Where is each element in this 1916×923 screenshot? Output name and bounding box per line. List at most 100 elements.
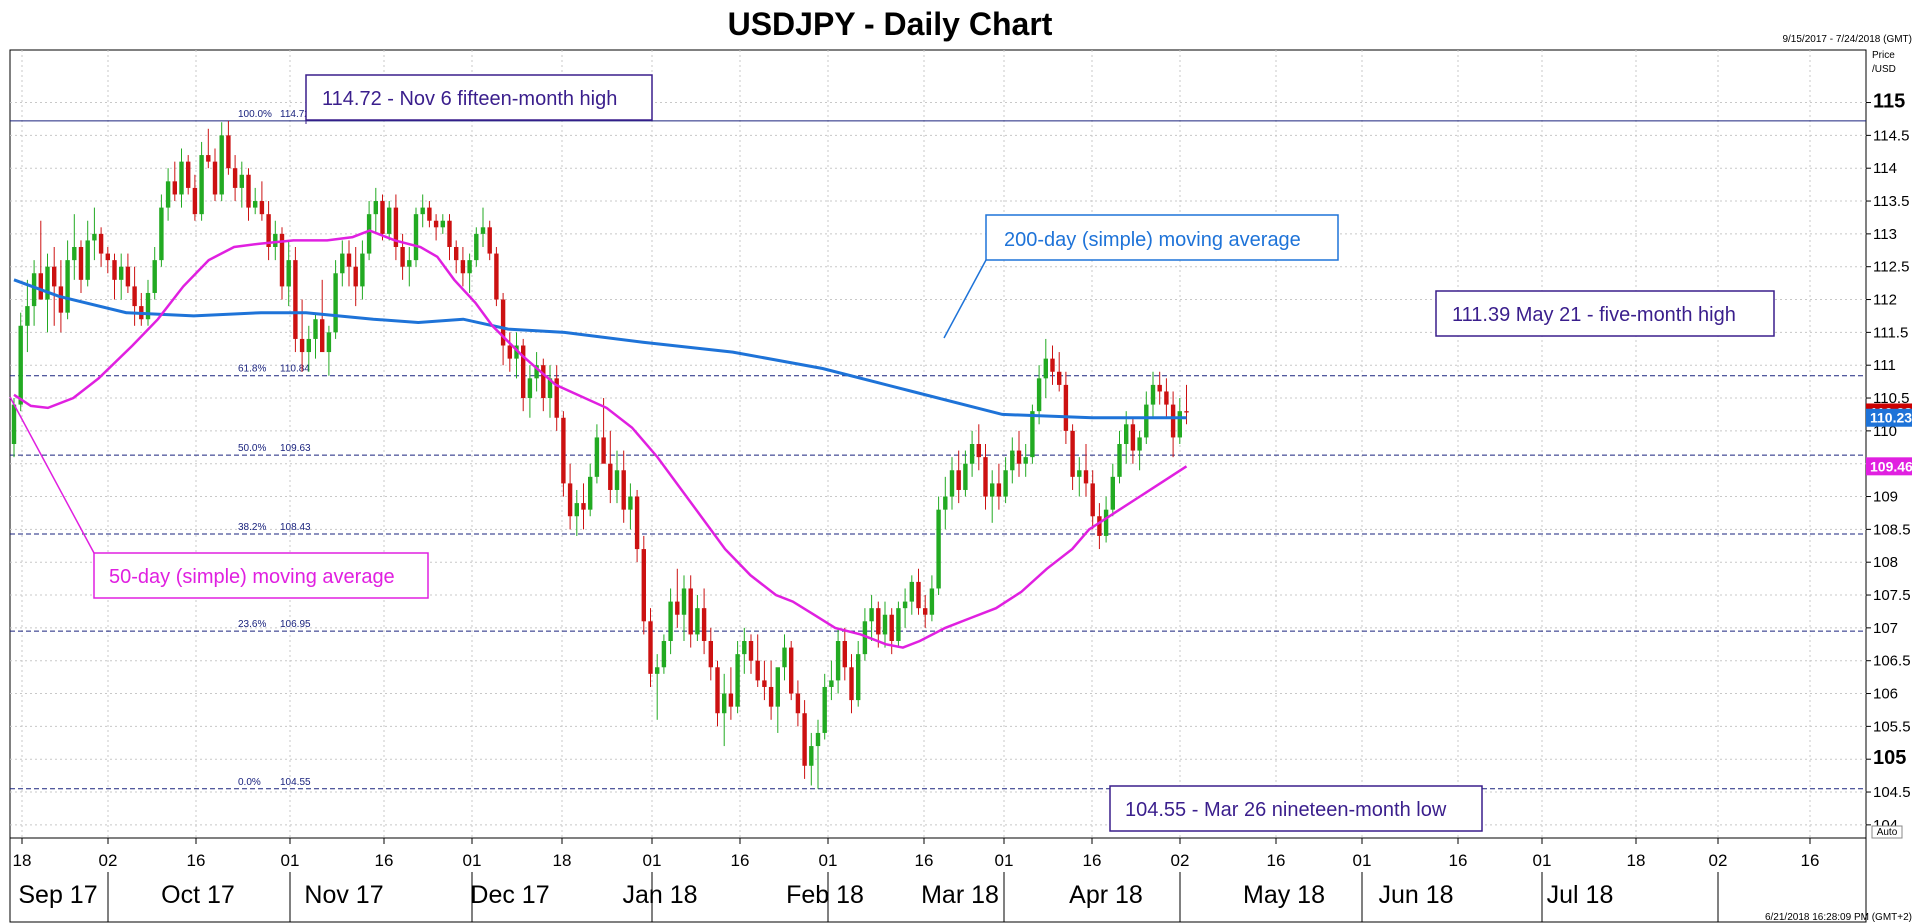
x-day-label: 16 — [1801, 851, 1820, 870]
candle — [722, 673, 727, 747]
candle — [125, 253, 131, 293]
candle-body — [849, 667, 854, 701]
candle — [1030, 404, 1035, 464]
candle-body — [795, 693, 801, 714]
candle — [1050, 345, 1055, 385]
candle — [802, 700, 807, 779]
candle — [902, 588, 908, 628]
candle — [159, 194, 164, 267]
candle — [346, 240, 352, 287]
candle-body — [212, 161, 218, 195]
candle-body — [1137, 437, 1142, 451]
candle-body — [172, 181, 177, 195]
candle — [212, 148, 218, 202]
chart-title: USDJPY - Daily Chart — [728, 6, 1053, 42]
candle-body — [876, 608, 881, 635]
candle-body — [45, 266, 50, 300]
candle — [742, 627, 747, 674]
footer-timestamp: 6/21/2018 16:28:09 PM (GMT+2) — [1765, 912, 1912, 923]
candle-body — [648, 621, 653, 674]
annotation-ma200-text: 200-day (simple) moving average — [1004, 229, 1301, 251]
candle-body — [226, 135, 231, 169]
y-tick-label: 114.5 — [1873, 127, 1909, 144]
candle — [340, 240, 345, 287]
x-day-label: 16 — [1267, 851, 1286, 870]
fib-value-label: 106.95 — [280, 619, 311, 630]
candlestick-series — [11, 120, 1189, 789]
candle-body — [1043, 358, 1048, 379]
auto-scale-button[interactable] — [1871, 825, 1903, 839]
auto-scale-label: Auto — [1877, 827, 1898, 838]
candle — [433, 214, 439, 241]
candle-body — [655, 667, 660, 674]
candle-body — [427, 207, 432, 221]
candle — [373, 187, 378, 234]
candle-body — [320, 319, 325, 353]
candle-body — [923, 608, 928, 615]
candle — [983, 444, 988, 510]
annotation-ma50-text: 50-day (simple) moving average — [109, 566, 395, 588]
candle-body — [534, 365, 539, 379]
candle — [561, 411, 566, 497]
candle-body — [789, 647, 794, 694]
price-tag: 109.46 — [1866, 457, 1913, 476]
candle-body — [856, 654, 861, 701]
y-tick-label: 112 — [1873, 292, 1897, 309]
candle-body — [159, 207, 164, 261]
fib-pct-label: 50.0% — [238, 443, 266, 454]
x-day-label: 16 — [915, 851, 934, 870]
y-tick-label: 106 — [1873, 686, 1898, 703]
candle-body — [119, 266, 124, 280]
candle-body — [206, 155, 211, 162]
candle — [1097, 503, 1102, 550]
candle — [38, 220, 43, 300]
candle-body — [1016, 450, 1022, 464]
candle-body — [480, 227, 486, 234]
candle-body — [842, 641, 847, 668]
candle — [119, 253, 124, 300]
candle-body — [1036, 378, 1042, 412]
candle — [1016, 430, 1022, 477]
candle — [232, 155, 238, 202]
y-tick-label: 112.5 — [1873, 259, 1909, 276]
candle-body — [896, 608, 901, 641]
candle-body — [1170, 404, 1176, 438]
annotation-mar26-low: 104.55 - Mar 26 nineteen-month low — [1109, 785, 1483, 832]
candle — [856, 641, 861, 707]
candle — [98, 227, 104, 267]
candle-body — [996, 483, 1002, 497]
x-day-label: 16 — [375, 851, 394, 870]
candle — [387, 201, 392, 241]
price-tag-label: 110.23 — [1870, 410, 1912, 426]
annotation-ma50: 50-day (simple) moving average — [9, 396, 429, 599]
candle-body — [1110, 476, 1115, 510]
candle-body — [1023, 457, 1028, 464]
y-tick-label: 105.5 — [1873, 718, 1911, 735]
x-month-label: Nov 17 — [304, 881, 383, 909]
candle — [688, 575, 693, 648]
candle-body — [802, 713, 807, 766]
candle-body — [239, 174, 244, 188]
candle-body — [1117, 444, 1122, 477]
candle-body — [192, 187, 198, 215]
candle — [420, 194, 425, 228]
candle — [31, 260, 37, 326]
candle — [541, 358, 546, 412]
candle — [789, 641, 794, 701]
candle-body — [125, 266, 131, 287]
candle — [521, 338, 526, 412]
candle — [286, 240, 291, 307]
candle — [634, 489, 640, 563]
candle — [206, 128, 211, 169]
candle — [728, 667, 734, 720]
x-day-label: 16 — [1449, 851, 1468, 870]
annotation-may21-high-text: 111.39 May 21 - five-month high — [1452, 304, 1736, 326]
candle-body — [1003, 470, 1008, 497]
y-tick-label: 107.5 — [1873, 587, 1911, 604]
candle — [815, 719, 821, 789]
candle-body — [353, 266, 358, 287]
candle-body — [65, 260, 70, 313]
candle-body — [1150, 384, 1156, 405]
candle — [393, 194, 399, 261]
